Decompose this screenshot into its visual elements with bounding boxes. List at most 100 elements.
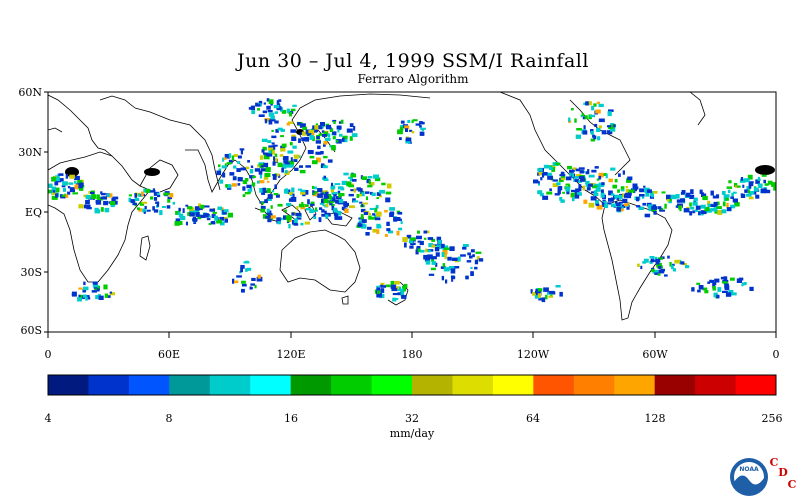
rain-cell — [287, 150, 294, 154]
rain-cell — [419, 249, 425, 253]
rain-cell — [211, 221, 215, 224]
rain-cell — [290, 108, 296, 112]
rain-cell — [555, 285, 561, 288]
rain-cell — [203, 205, 210, 208]
rain-cell — [681, 190, 686, 194]
rain-cell — [436, 244, 441, 249]
rain-cell — [291, 187, 295, 193]
rain-cell — [299, 169, 306, 174]
rain-cell — [245, 166, 250, 170]
rain-cell — [575, 134, 581, 139]
rain-cell — [592, 185, 598, 189]
rain-cell — [568, 184, 571, 189]
rain-cell — [233, 165, 237, 169]
rain-cell — [286, 202, 292, 207]
rain-cell — [676, 199, 683, 203]
rain-cell — [547, 172, 552, 176]
rain-cell — [593, 135, 597, 140]
rain-cell — [109, 291, 112, 294]
rain-cell — [250, 283, 255, 286]
rain-cell — [153, 191, 160, 196]
rain-cell — [400, 292, 404, 297]
rain-cell — [582, 185, 586, 191]
colorbar-swatch — [735, 375, 777, 395]
rain-cell — [316, 125, 323, 129]
rain-cell — [145, 188, 151, 193]
rain-cell — [262, 110, 267, 114]
rain-cell — [302, 194, 306, 197]
rain-cell — [728, 289, 734, 295]
rain-cell — [353, 188, 356, 193]
rain-cell — [277, 127, 283, 131]
rain-cell — [726, 186, 733, 189]
rain-cell — [610, 123, 615, 127]
rain-cell — [371, 192, 376, 197]
rain-cell — [246, 267, 252, 271]
rain-cell — [264, 199, 268, 204]
rain-cell — [679, 259, 682, 265]
rain-cell — [612, 184, 617, 189]
rain-cell — [470, 249, 475, 253]
rain-cell — [296, 206, 299, 210]
rain-cell — [40, 188, 45, 192]
rain-cell — [374, 207, 378, 213]
rain-cell — [658, 269, 665, 274]
rain-cell — [225, 184, 228, 188]
rain-cell — [654, 256, 658, 261]
rain-cell — [555, 162, 561, 166]
rain-cell — [607, 202, 612, 205]
rain-cell — [400, 120, 405, 124]
rain-cell — [85, 200, 90, 205]
rain-cell — [376, 292, 382, 298]
rain-cell — [249, 175, 255, 179]
rain-cell — [240, 167, 246, 171]
rain-cell — [721, 209, 727, 214]
rain-cell — [342, 137, 348, 143]
rain-cell — [365, 191, 370, 194]
rain-cell — [320, 151, 324, 155]
rain-cell — [601, 182, 605, 186]
rain-cell — [594, 123, 598, 127]
rain-cell — [618, 173, 621, 177]
rain-cell — [43, 191, 47, 194]
rain-cell — [397, 211, 403, 215]
rain-cell — [344, 202, 348, 208]
rain-cell — [460, 254, 466, 257]
rain-cell — [74, 184, 79, 190]
rain-cell — [85, 297, 91, 300]
rain-cell — [282, 156, 289, 161]
rain-cell — [600, 189, 604, 194]
rain-cell — [216, 219, 222, 224]
rain-cell — [329, 201, 335, 204]
rain-cell — [417, 240, 422, 243]
colorbar-swatch — [573, 375, 615, 395]
rain-cell — [547, 175, 553, 180]
rain-cell — [266, 172, 271, 177]
rain-cell — [77, 180, 83, 184]
rain-cell — [643, 258, 649, 263]
rain-cell — [427, 254, 433, 260]
rain-cell — [268, 213, 273, 218]
rain-cell — [333, 121, 336, 124]
rain-cell — [262, 152, 269, 155]
rain-cell — [451, 257, 458, 261]
rain-cell — [293, 223, 299, 226]
rain-cell — [267, 180, 270, 183]
rain-cell — [312, 185, 315, 189]
rain-cell — [272, 150, 275, 155]
rain-cell — [248, 107, 252, 110]
rain-cell — [110, 201, 116, 205]
rain-cell — [366, 178, 371, 184]
rain-cell — [247, 189, 252, 193]
rain-cell — [431, 261, 436, 265]
rain-cell — [692, 201, 698, 206]
rain-cell — [412, 119, 418, 122]
colorbar-swatch — [654, 375, 696, 395]
rain-cell — [370, 191, 373, 195]
rain-cell — [267, 194, 273, 199]
rain-cell — [681, 263, 687, 266]
rain-cell — [384, 234, 388, 237]
rain-cell — [390, 284, 397, 289]
rain-cell — [85, 296, 88, 301]
rain-cell — [323, 175, 326, 179]
